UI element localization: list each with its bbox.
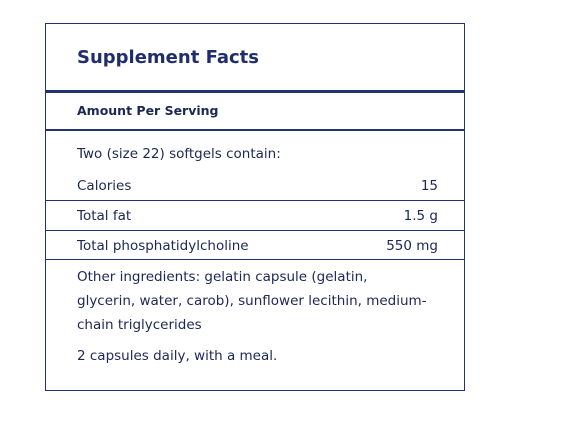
row-amount: 15 xyxy=(420,178,438,194)
row-label: Calories xyxy=(77,178,132,194)
row-amount: 550 mg xyxy=(386,238,438,254)
row-label: Total fat xyxy=(77,208,132,224)
other-ingredients: Other ingredients: gelatin capsule (gela… xyxy=(77,269,427,333)
divider xyxy=(46,129,464,131)
divider xyxy=(46,200,464,201)
serving-size: Two (size 22) softgels contain: xyxy=(77,146,281,162)
divider xyxy=(46,90,464,93)
supplement-facts-panel: Supplement Facts Amount Per Serving Two … xyxy=(45,23,465,391)
row-amount: 1.5 g xyxy=(403,208,438,224)
divider xyxy=(46,259,464,260)
divider xyxy=(46,230,464,231)
directions: 2 capsules daily, with a meal. xyxy=(77,348,278,364)
row-label: Total phosphatidylcholine xyxy=(77,238,249,254)
amount-per-serving: Amount Per Serving xyxy=(77,103,219,118)
panel-title: Supplement Facts xyxy=(77,47,259,68)
